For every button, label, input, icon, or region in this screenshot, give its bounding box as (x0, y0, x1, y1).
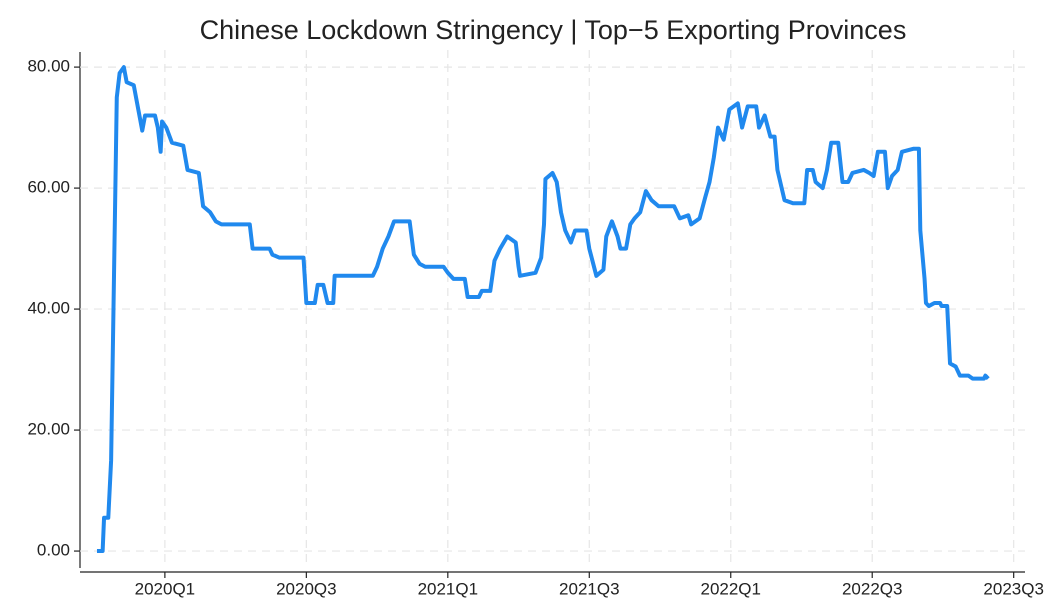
y-tick-label: 80.00 (27, 57, 70, 76)
chart-title: Chinese Lockdown Stringency | Top−5 Expo… (200, 15, 907, 45)
x-tick-label: 2023Q3 (983, 579, 1044, 598)
y-tick-label: 60.00 (27, 178, 70, 197)
x-tick-label: 2020Q1 (135, 579, 196, 598)
data-line (96, 65, 990, 554)
x-tick-label: 2021Q1 (418, 579, 479, 598)
y-tick-label: 40.00 (27, 299, 70, 318)
y-tick-label: 0.00 (37, 541, 70, 560)
y-tick-label: 20.00 (27, 420, 70, 439)
x-tick-label: 2020Q3 (276, 579, 337, 598)
x-tick-label: 2022Q1 (700, 579, 761, 598)
x-tick-label: 2021Q3 (559, 579, 620, 598)
x-tick-label: 2022Q3 (842, 579, 903, 598)
